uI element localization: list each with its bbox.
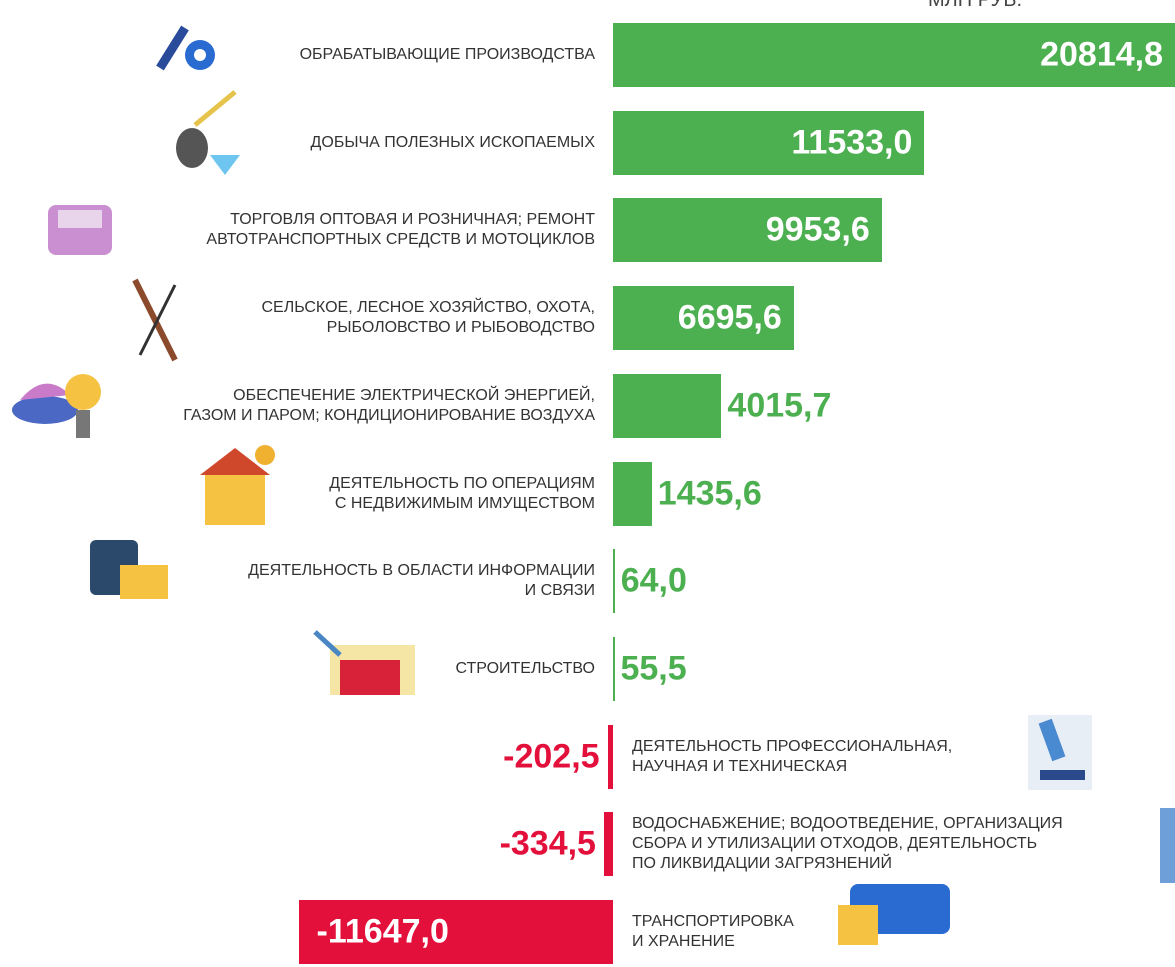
category-label: ТОРГОВЛЯ ОПТОВАЯ И РОЗНИЧНАЯ; РЕМОНТ АВТ… [206, 211, 595, 249]
value-label: 64,0 [620, 561, 687, 600]
icon-house [200, 445, 275, 525]
icon-microscope [1028, 715, 1092, 790]
category-label: ОБРАБАТЫВАЮЩИЕ ПРОИЗВОДСТВА [299, 46, 595, 63]
category-label: СТРОИТЕЛЬСТВО [455, 659, 595, 677]
value-label: 6695,6 [677, 298, 782, 337]
bar [613, 549, 615, 614]
value-label: -202,5 [503, 737, 600, 776]
value-label: 1435,6 [657, 474, 762, 512]
icon-phone [90, 540, 168, 599]
value-label: -334,5 [499, 824, 596, 863]
icon-bulb [12, 374, 101, 438]
bar [613, 286, 794, 351]
value-label: 20814,8 [1040, 35, 1163, 74]
category-label: ДОБЫЧА ПОЛЕЗНЫХ ИСКОПАЕМЫХ [310, 133, 595, 151]
icon-car [48, 205, 112, 255]
value-label: -11647,0 [316, 912, 449, 951]
category-label: ОБЕСПЕЧЕНИЕ ЭЛЕКТРИЧЕСКОЙ ЭНЕРГИЕЙ, ГАЗО… [183, 386, 595, 424]
category-label: ДЕЯТЕЛЬНОСТЬ ПО ОПЕРАЦИЯМ С НЕДВИЖИМЫМ И… [329, 474, 595, 512]
category-label: ТРАНСПОРТИРОВКА И ХРАНЕНИЕ [632, 913, 794, 950]
category-label: СЕЛЬСКОЕ, ЛЕСНОЕ ХОЗЯЙСТВО, ОХОТА, РЫБОЛ… [261, 299, 596, 337]
bar [613, 198, 882, 263]
icon-bus [838, 884, 950, 945]
icon-rifle [132, 278, 178, 362]
value-label: 4015,7 [727, 386, 832, 425]
category-label: ВОДОСНАБЖЕНИЕ; ВОДООТВЕДЕНИЕ, ОРГАНИЗАЦИ… [632, 815, 1063, 873]
bar [607, 724, 613, 789]
bar [603, 812, 613, 877]
icon-bricks [313, 630, 415, 695]
bar [613, 636, 615, 701]
bar [613, 23, 1175, 87]
value-label: 9953,6 [765, 210, 870, 249]
bar [613, 373, 722, 438]
icon-shovel [176, 90, 240, 175]
value-label: 55,5 [620, 649, 687, 688]
category-label: ДЕЯТЕЛЬНОСТЬ В ОБЛАСТИ ИНФОРМАЦИИ И СВЯЗ… [248, 562, 595, 600]
category-label: ДЕЯТЕЛЬНОСТЬ ПРОФЕССИОНАЛЬНАЯ, НАУЧНАЯ И… [632, 737, 953, 775]
bar [613, 461, 652, 526]
bar [613, 110, 925, 175]
value-label: 11533,0 [791, 123, 913, 162]
decoration [1160, 808, 1175, 883]
icon-gear [156, 25, 215, 71]
bar [298, 900, 613, 964]
unit: МЛН РУБ. [928, 0, 1023, 11]
